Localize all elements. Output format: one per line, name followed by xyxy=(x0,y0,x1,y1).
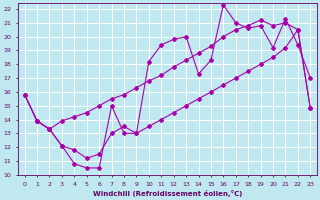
X-axis label: Windchill (Refroidissement éolien,°C): Windchill (Refroidissement éolien,°C) xyxy=(93,190,242,197)
